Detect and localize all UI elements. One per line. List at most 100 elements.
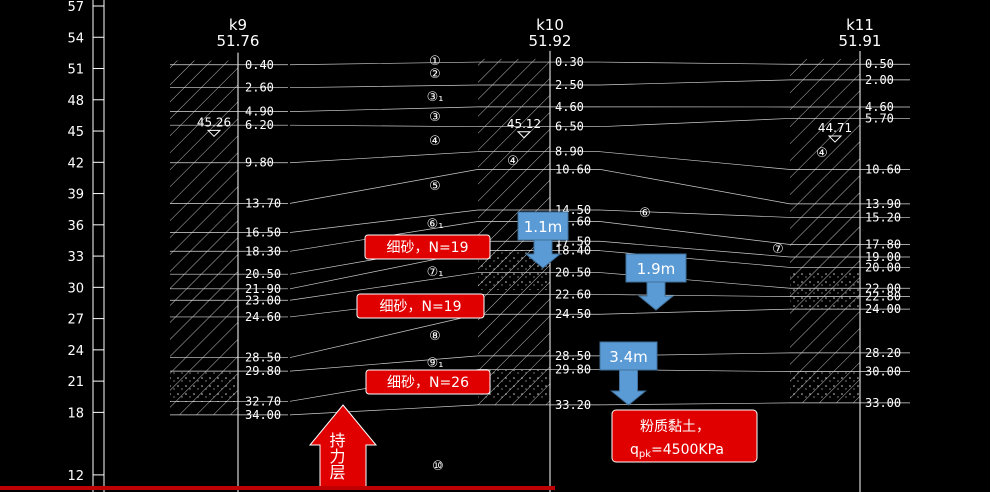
depth-label: 13.90 (865, 197, 901, 211)
layer-symbol: ⑦₁ (427, 265, 444, 280)
depth-label: 0.30 (555, 55, 584, 69)
axis-tick-label: 36 (67, 219, 84, 234)
water-level: 45.12 (507, 117, 541, 131)
soil-capacity: qpk=4500KPa (630, 442, 724, 460)
axis-tick-label: 24 (67, 344, 84, 359)
offset-label: 3.4m (609, 348, 647, 366)
offset-label: 1.9m (637, 260, 675, 278)
layer-boundary (289, 169, 791, 205)
axis-tick-label: 51 (67, 63, 84, 78)
depth-label: 32.70 (245, 394, 281, 408)
layer-symbol: ⑥₁ (427, 217, 444, 232)
depth-label: 29.80 (555, 362, 591, 376)
layer-boundary (289, 61, 791, 66)
sand-layer (790, 372, 860, 398)
sand-callout-text: 细砂，N=19 (386, 240, 468, 256)
depth-label: 29.80 (245, 364, 281, 378)
offset-arrow (524, 239, 562, 269)
sand-callout (364, 234, 491, 260)
layer-symbol: ④ (429, 134, 441, 149)
depth-label: 17.80 (865, 238, 901, 252)
offset-label: 1.1m (524, 218, 562, 236)
depth-label: 22.60 (555, 287, 591, 301)
axis-tick-label: 54 (67, 31, 84, 46)
depth-label: 20.00 (865, 260, 901, 274)
borehole-elevation: 51.91 (839, 32, 882, 50)
depth-label: 18.40 (555, 244, 591, 258)
depth-label: 19.00 (865, 250, 901, 264)
borehole-column (790, 59, 860, 403)
sand-callout-text: 细砂，N=19 (379, 299, 461, 315)
depth-label: 21.90 (245, 282, 281, 296)
depth-label: 20.50 (555, 266, 591, 280)
depth-label: 6.20 (245, 118, 274, 132)
borehole-name: k9 (229, 16, 247, 34)
layer-boundary (289, 79, 791, 89)
layer-symbol: ⑥ (639, 206, 651, 221)
depth-label: 10.60 (865, 162, 901, 176)
axis-tick-label: 30 (67, 281, 84, 296)
water-level: 45.26 (197, 115, 231, 129)
layer-symbol: ① (429, 54, 441, 69)
layer-symbol: ⑤ (429, 179, 441, 194)
borehole-name: k10 (536, 16, 564, 34)
layer-symbol: ⑧ (429, 329, 441, 344)
depth-label: 2.60 (245, 81, 274, 95)
depth-label: 10.60 (555, 162, 591, 176)
depth-label: 4.90 (245, 105, 274, 119)
depth-label: 4.60 (555, 100, 584, 114)
depth-label: 0.40 (245, 58, 274, 72)
soil-sub: pk (639, 449, 651, 460)
depth-label: 8.90 (555, 145, 584, 159)
sand-callout (365, 369, 491, 395)
depth-label: 24.00 (865, 302, 901, 316)
right-margin (990, 0, 1000, 492)
offset-arrow (637, 281, 675, 311)
depth-label: 18.30 (245, 244, 281, 258)
base-line (0, 486, 555, 490)
layer-symbol: ⑦ (772, 242, 784, 257)
depth-label: 22.00 (865, 281, 901, 295)
depth-label: 33.00 (865, 396, 901, 410)
water-level: 44.71 (818, 121, 852, 135)
layer-symbol: ② (429, 67, 441, 82)
axis-tick-label: 48 (67, 94, 84, 109)
borehole-elevation: 51.76 (217, 32, 260, 50)
layer-boundary (289, 308, 791, 358)
depth-label: 28.50 (245, 351, 281, 365)
borehole-column (170, 60, 238, 415)
depth-label: 20.50 (245, 267, 281, 281)
depth-label: 6.50 (555, 120, 584, 134)
soil-q: q (630, 442, 639, 458)
layer-symbol: ⑨₁ (427, 356, 444, 371)
axis-tick-label: 39 (67, 188, 84, 203)
offset-box (625, 253, 687, 283)
offset-box (599, 341, 658, 371)
depth-label: 16.50 (245, 226, 281, 240)
water-mark (206, 129, 222, 138)
axis-tick-label: 33 (67, 250, 84, 265)
axis-tick-label: 21 (67, 375, 84, 390)
depth-label: 2.00 (865, 73, 894, 87)
layer-symbol: ③ (429, 110, 441, 125)
soil-rest: =4500KPa (651, 442, 724, 458)
depth-label: 28.20 (865, 346, 901, 360)
sand-layer (790, 270, 860, 310)
depth-label: 23.00 (245, 293, 281, 307)
offset-box (517, 211, 569, 241)
depth-label: 30.00 (865, 365, 901, 379)
sand-layer (170, 372, 238, 402)
depth-label: 24.50 (555, 307, 591, 321)
soil-box (611, 409, 758, 463)
axis-tick-label: 18 (67, 406, 84, 421)
axis-tick-label: 27 (67, 313, 84, 328)
depth-label: 22.80 (865, 290, 901, 304)
layer-boundary (289, 151, 791, 170)
offset-arrow (610, 369, 647, 406)
layer-symbol: ④ (816, 146, 828, 161)
soil-name: 粉质黏土， (640, 419, 710, 435)
layer-symbol: ③₁ (427, 90, 444, 105)
depth-label: 5.70 (865, 111, 894, 125)
sand-callout-text: 细砂，N=26 (387, 375, 469, 391)
